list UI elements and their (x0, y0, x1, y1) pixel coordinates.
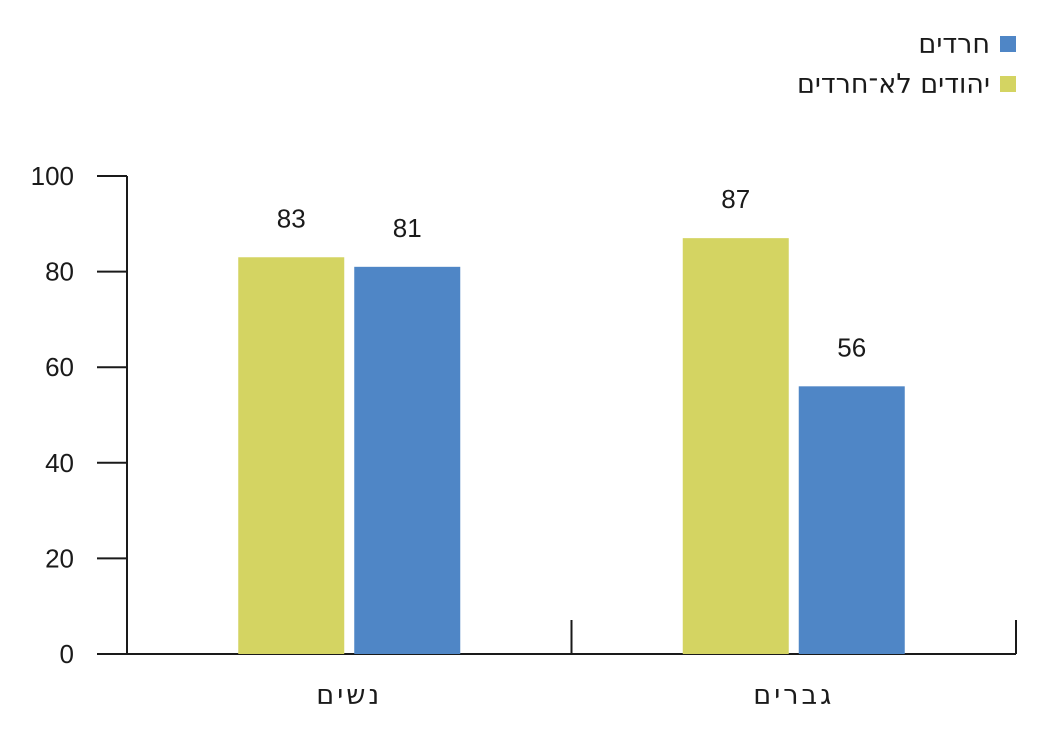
bar-0-1 (682, 238, 789, 654)
y-tick-label-80: 80 (45, 257, 74, 287)
bar-1-1 (238, 257, 345, 654)
y-tick-label-0: 0 (60, 639, 74, 669)
y-tick-label-60: 60 (45, 352, 74, 382)
legend-item-haredim: חרדים (797, 24, 1016, 64)
y-tick-label-100: 100 (31, 161, 74, 191)
data-label-0-1: 87 (721, 184, 750, 214)
y-tick-label-40: 40 (45, 448, 74, 478)
bar-0-0 (798, 386, 905, 654)
data-label-1-1: 83 (277, 203, 306, 233)
legend-label-non-haredi-jews: יהודים לא־חרדים (796, 68, 990, 100)
x-tick-label-0: גברים (753, 680, 834, 711)
bar-1-0 (354, 266, 461, 654)
legend: חרדים יהודים לא־חרדים (797, 24, 1016, 104)
data-label-0-0: 56 (837, 332, 866, 362)
y-tick-label-20: 20 (45, 543, 74, 573)
legend-swatch-non-haredi-jews (1000, 76, 1016, 92)
data-label-1-0: 81 (393, 213, 422, 243)
legend-item-non-haredi-jews: יהודים לא־חרדים (797, 64, 1016, 104)
x-tick-label-1: נשים (316, 680, 382, 711)
legend-label-haredim: חרדים (918, 28, 990, 60)
legend-swatch-haredim (1000, 36, 1016, 52)
